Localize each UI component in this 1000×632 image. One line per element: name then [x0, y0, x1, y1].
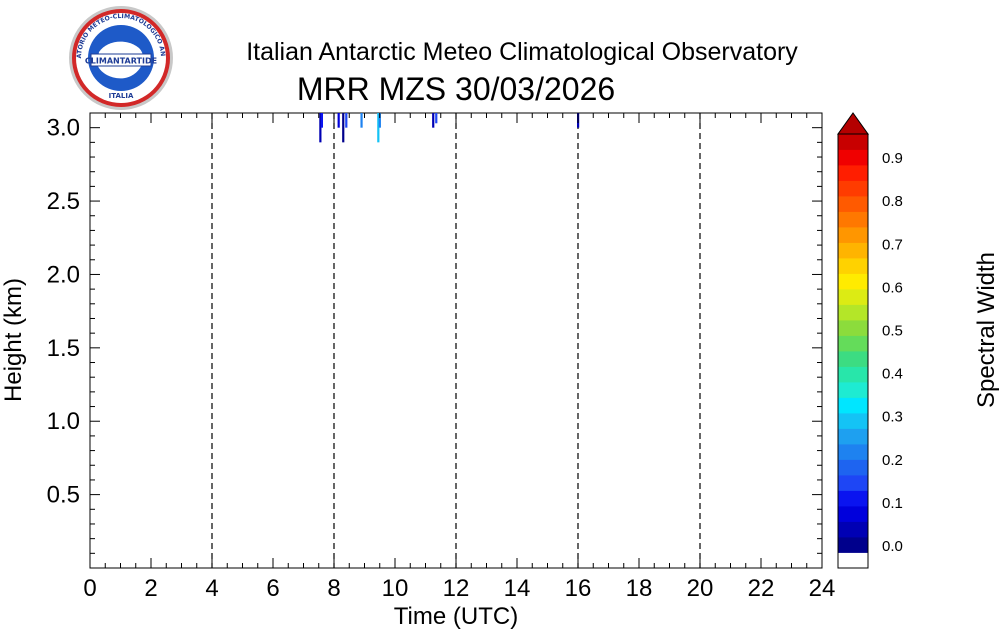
colorbar-max-arrow — [837, 112, 869, 135]
y-tick-label: 0.5 — [47, 482, 80, 509]
data-cell — [342, 113, 345, 143]
x-tick-label: 24 — [809, 575, 836, 602]
y-tick-label: 2.0 — [47, 261, 80, 288]
colorbar-segment — [838, 506, 868, 522]
x-tick-label: 8 — [327, 575, 340, 602]
x-tick-label: 4 — [205, 575, 218, 602]
colorbar-segment — [838, 304, 868, 321]
colorbar-tick-label: 0.1 — [882, 495, 903, 512]
colorbar-segment — [838, 211, 868, 228]
colorbar-segment — [838, 180, 868, 197]
colorbar: 0.0 0.1 0.2 0.3 0.4 0.5 0.6 0.7 0.8 0.9 — [837, 112, 903, 569]
x-tick-label: 6 — [266, 575, 279, 602]
colorbar-segment — [838, 382, 868, 398]
colorbar-tick-label: 0.9 — [882, 150, 903, 167]
chart-title: Italian Antarctic Meteo Climatological O… — [246, 38, 798, 66]
logo-center-text: CLIMANTARTIDE — [85, 57, 157, 66]
colorbar-segment — [838, 165, 868, 181]
plot-area — [89, 112, 823, 569]
x-tick-label: 22 — [748, 575, 775, 602]
data-cell — [432, 113, 435, 128]
x-tick-label: 18 — [626, 575, 653, 602]
colorbar-segment — [838, 475, 868, 491]
data-cell — [360, 113, 363, 128]
colorbar-segment — [838, 397, 868, 414]
colorbar-segment — [838, 149, 868, 166]
y-tick-label: 3.0 — [47, 115, 80, 142]
x-tick-label: 2 — [144, 575, 157, 602]
colorbar-segment — [838, 134, 868, 150]
colorbar-tick-label: 0.0 — [882, 538, 903, 555]
colorbar-frame — [837, 133, 869, 569]
observatory-logo: CLIMANTARTIDE OSSERVATORIO METEO-CLIMATO… — [69, 6, 173, 110]
colorbar-segment — [838, 351, 868, 367]
colorbar-label: Spectral Width — [973, 252, 1000, 408]
colorbar-tick-label: 0.4 — [882, 366, 903, 383]
vertical-dashed-lines — [211, 113, 701, 568]
data-cell — [378, 113, 381, 128]
x-tick-label: 10 — [382, 575, 409, 602]
colorbar-segment — [838, 521, 868, 538]
colorbar-segment — [838, 320, 868, 336]
x-axis-label: Time (UTC) — [394, 603, 518, 630]
colorbar-tick-label: 0.8 — [882, 193, 903, 210]
colorbar-tick-label: 0.5 — [882, 322, 903, 339]
colorbar-segment — [838, 490, 868, 507]
colorbar-tick-label: 0.7 — [882, 236, 903, 253]
colorbar-segment — [838, 227, 868, 243]
logo-bottom-text: ITALIA — [109, 92, 134, 100]
colorbar-tick-label: 0.3 — [882, 409, 903, 426]
colorbar-tick-label: 0.2 — [882, 452, 903, 469]
colorbar-segment — [838, 459, 868, 476]
colorbar-segment — [838, 428, 868, 445]
data-cell — [337, 113, 340, 128]
x-tick-label: 14 — [504, 575, 531, 602]
colorbar-segment — [838, 258, 868, 274]
colorbar-segment — [838, 273, 868, 290]
colorbar-segment — [838, 335, 868, 352]
y-axis-label: Height (km) — [0, 278, 27, 402]
data-cell — [345, 113, 348, 128]
colorbar-segment — [838, 552, 868, 569]
colorbar-segment — [838, 242, 868, 259]
y-tick-label: 2.5 — [47, 188, 80, 215]
colorbar-segment — [838, 196, 868, 212]
y-tick-label: 1.5 — [47, 335, 80, 362]
x-tick-label: 16 — [565, 575, 592, 602]
colorbar-segment — [838, 444, 868, 460]
data-cell — [377, 113, 380, 143]
data-cell — [435, 113, 438, 124]
colorbar-segment — [838, 366, 868, 383]
colorbar-segment — [838, 289, 868, 305]
colorbar-tick-label: 0.6 — [882, 279, 903, 296]
data-cell — [319, 113, 322, 143]
y-tick-label: 1.0 — [47, 408, 80, 435]
colorbar-segment — [838, 413, 868, 429]
x-axis-ticks: 0 2 4 6 8 10 12 14 16 18 20 22 24 — [83, 113, 835, 602]
x-tick-label: 0 — [83, 575, 96, 602]
y-axis-ticks: 0.5 1.0 1.5 2.0 2.5 3.0 — [47, 112, 822, 554]
x-tick-label: 20 — [687, 575, 714, 602]
colorbar-segment — [838, 537, 868, 553]
chart-subtitle: MRR MZS 30/03/2026 — [297, 71, 615, 107]
data-cell — [320, 113, 323, 128]
x-tick-label: 12 — [443, 575, 470, 602]
